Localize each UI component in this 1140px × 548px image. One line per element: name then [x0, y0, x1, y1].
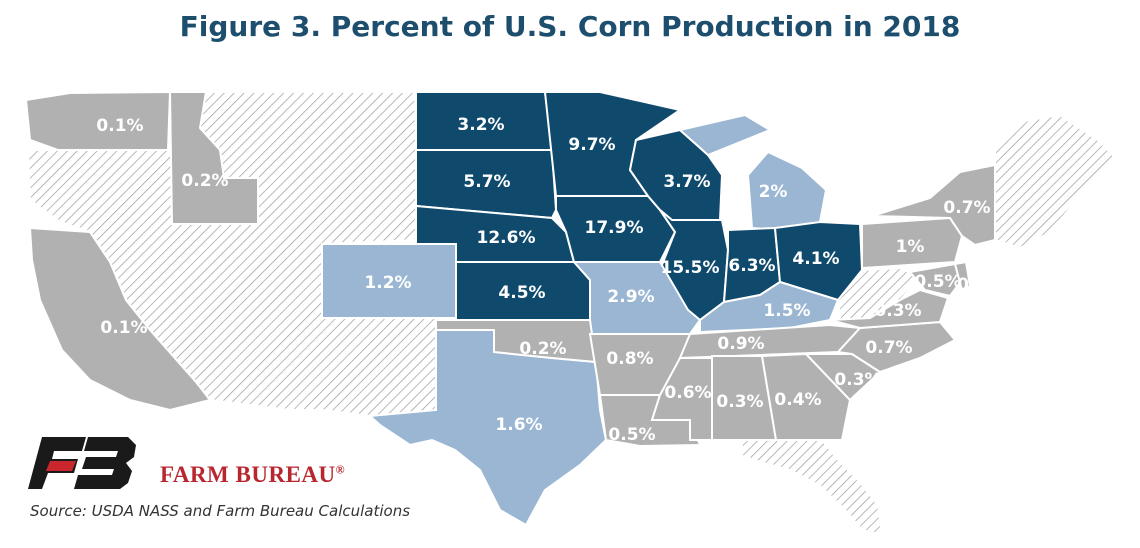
- state-WA[interactable]: [24, 90, 172, 151]
- brand-name: FARM BUREAU®: [160, 462, 345, 488]
- label-NE: 12.6%: [477, 228, 536, 248]
- label-SD: 5.7%: [463, 172, 510, 192]
- state-DE[interactable]: [953, 260, 972, 292]
- label-DE: 0: [957, 275, 969, 295]
- brand-mark: ®: [335, 462, 346, 477]
- label-GA: 0.4%: [774, 390, 821, 410]
- no-data-regions: [26, 91, 1118, 537]
- label-MI: 2%: [759, 182, 788, 202]
- label-LA: 0.5%: [608, 425, 655, 445]
- label-AL: 0.3%: [716, 392, 763, 412]
- label-MS: 0.6%: [664, 383, 711, 403]
- state-MO[interactable]: [571, 261, 702, 335]
- label-MN: 9.7%: [568, 135, 615, 155]
- state-AL[interactable]: [711, 355, 778, 441]
- label-NC: 0.7%: [865, 338, 912, 358]
- state-value-labels: 0.1% 0.2% 0.1% 1.2% 3.2% 5.7% 12.6% 4.5%…: [96, 115, 990, 445]
- region-florida: [741, 439, 884, 537]
- state-MD[interactable]: [908, 262, 964, 298]
- label-WI: 3.7%: [663, 172, 710, 192]
- label-OK: 0.2%: [519, 339, 566, 359]
- label-NY: 0.7%: [943, 198, 990, 218]
- label-IL: 15.5%: [661, 258, 720, 278]
- label-CA: 0.1%: [100, 318, 147, 338]
- map-title: Figure 3. Percent of U.S. Corn Productio…: [179, 10, 961, 43]
- state-GA[interactable]: [760, 352, 852, 441]
- label-OH: 4.1%: [792, 249, 839, 269]
- label-MD: 0.5%: [914, 272, 961, 292]
- label-WA: 0.1%: [96, 116, 143, 136]
- state-OK[interactable]: [435, 319, 598, 364]
- label-KS: 4.5%: [498, 283, 545, 303]
- label-VA: 0.3%: [874, 301, 921, 321]
- label-MO: 2.9%: [607, 287, 654, 307]
- label-IN: 6.3%: [728, 256, 775, 276]
- state-PA[interactable]: [861, 216, 964, 270]
- state-SD[interactable]: [415, 149, 558, 220]
- source-note: Source: USDA NASS and Farm Bureau Calcul…: [30, 502, 411, 520]
- brand-text: FARM BUREAU: [160, 462, 336, 487]
- label-IA: 17.9%: [585, 218, 644, 238]
- state-NY[interactable]: [871, 163, 996, 247]
- state-CA[interactable]: [28, 226, 212, 412]
- label-TX: 1.6%: [495, 415, 542, 435]
- state-VA[interactable]: [829, 288, 950, 330]
- label-ID: 0.2%: [181, 171, 228, 191]
- label-ND: 3.2%: [457, 115, 504, 135]
- farm-bureau-logo-icon: [28, 437, 136, 489]
- label-SC: 0.3%: [834, 370, 881, 390]
- label-CO: 1.2%: [364, 273, 411, 293]
- label-TN: 0.9%: [717, 334, 764, 354]
- label-AR: 0.8%: [606, 349, 653, 369]
- label-PA: 1%: [896, 237, 925, 257]
- label-KY: 1.5%: [763, 301, 810, 321]
- states-layer: [24, 90, 996, 527]
- state-ID[interactable]: [168, 91, 259, 225]
- region-northeast: [994, 113, 1118, 250]
